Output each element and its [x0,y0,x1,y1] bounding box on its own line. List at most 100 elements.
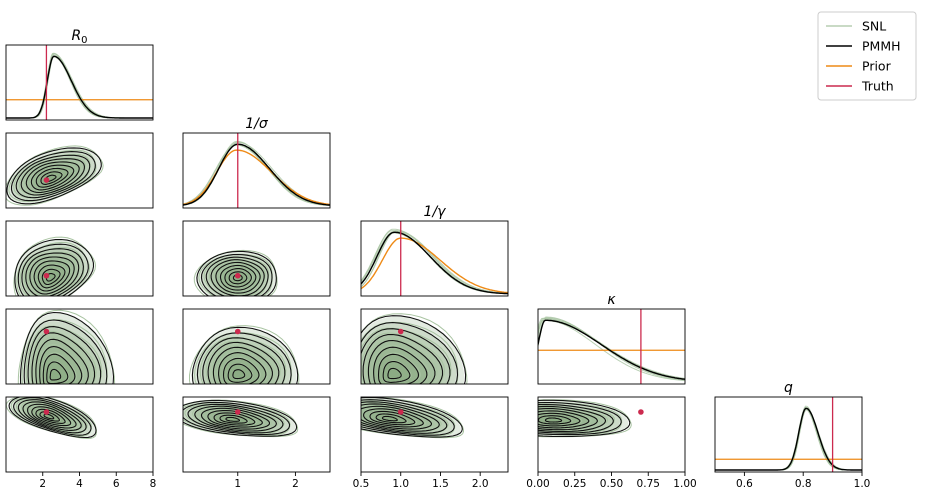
axes-frame [360,396,509,473]
tick-label: 0.25 [563,478,586,490]
pmmh-contour [387,367,402,380]
pmmh-contour [219,264,257,291]
truth-point [397,328,404,335]
pmmh-contour [538,399,631,438]
pmmh-contour [15,154,91,199]
pmmh-contour [33,260,71,292]
axes-frame [182,396,331,473]
snl-contour [25,325,103,384]
pmmh-contour [361,315,467,384]
pair-q-vs-inv_gamma [360,396,509,473]
legend-label-pmmh: PMMH [862,39,901,54]
snl-contour [30,330,97,384]
pmmh-contour [41,268,61,286]
pmmh-contour [21,248,84,296]
pair-kappa-vs-R0 [5,308,154,385]
pmmh-contour [35,167,69,188]
pmmh-contour [37,264,66,289]
truth-point [43,177,50,183]
prior-curve-inv_gamma [361,237,508,294]
pmmh-contour [49,368,62,381]
pair-q-vs-inv_sigma [182,396,331,473]
marginal-inv_gamma: 1/γ [360,204,509,297]
pmmh-contour [17,243,89,296]
pmmh-contour [6,147,102,205]
pmmh-contour [43,413,55,420]
snl-marginal-q-1 [715,408,862,471]
pmmh-contour [30,164,75,191]
pair-inv_gamma-vs-R0 [5,220,154,297]
pmmh-contour [191,326,299,384]
tick-label: 6 [113,478,120,490]
pmmh-contour [538,407,598,431]
pmmh-marginal-R0 [6,55,153,119]
pmmh-contour [45,273,56,282]
pmmh-contour [538,410,590,429]
pmmh-contour [205,256,269,296]
snl-contour [361,332,445,384]
snl-contour-fill [220,415,248,424]
snl-contour [361,327,452,384]
snl-marginal-kappa-6 [538,317,685,381]
snl-marginal-R0-5 [6,52,153,119]
pmmh-contour [213,412,256,426]
snl-marginal-q-2 [715,407,862,471]
title-R0: R0 [71,28,87,46]
pmmh-contour [361,403,440,432]
snl-marginal-q-3 [715,407,862,471]
pmmh-contour [20,158,85,196]
legend-label-truth: Truth [861,79,894,94]
snl-contour [21,318,108,384]
pmmh-contour [215,261,261,294]
pmmh-contour [196,250,277,296]
snl-marginal-R0-0 [6,55,153,119]
pmmh-contour [29,256,75,295]
pmmh-contour [183,399,298,437]
snl-marginal-R0-4 [6,54,153,119]
pmmh-contour [22,401,82,431]
pmmh-contour [367,339,436,384]
marginal-q: q [714,380,863,473]
pmmh-contour [544,417,563,423]
snl-contour-fill [383,361,411,383]
snl-marginal-R0-6 [6,56,153,119]
snl-marginal-kappa-3 [538,318,685,380]
pmmh-contour [25,252,80,296]
pmmh-contour [538,401,622,436]
pmmh-contour [538,412,581,427]
pmmh-contour [40,171,63,185]
tick-label: 2.0 [472,478,489,490]
snl-contour [17,309,116,384]
pmmh-contour [35,408,66,424]
legend-label-prior: Prior [862,59,892,74]
pmmh-contour [361,399,455,436]
pmmh-marginal-inv_sigma [183,143,330,206]
pmmh-contour [361,397,463,438]
snl-contour-fill [232,369,245,379]
snl-marginal-inv_sigma-3 [183,140,330,206]
pmmh-contour [183,401,291,436]
pmmh-contour [361,405,433,430]
tick-label: 2 [292,478,299,490]
pmmh-contour [19,311,115,384]
axes-frame [182,220,331,297]
axes-frame-inv_gamma [360,220,509,297]
snl-contour [19,247,85,296]
tick-label: 0.00 [526,478,549,490]
title-inv_gamma: 1/γ [424,204,447,220]
pmmh-contour [362,333,444,384]
truth-point [397,409,404,415]
pmmh-contour [31,332,96,384]
snl-contour [203,256,270,296]
snl-marginal-inv_sigma-5 [183,142,330,206]
pmmh-contour [207,410,263,428]
x-axis-q: 0.6 0.8 1.0 [736,472,870,490]
pmmh-contour [382,360,411,383]
pair-inv_sigma-vs-R0 [5,132,154,209]
tick-label: 0.8 [795,478,812,490]
marginal-kappa: κ [537,292,686,385]
snl-marginal-R0-2 [6,53,153,119]
tick-label: 1 [234,478,241,490]
snl-contour [193,249,278,296]
